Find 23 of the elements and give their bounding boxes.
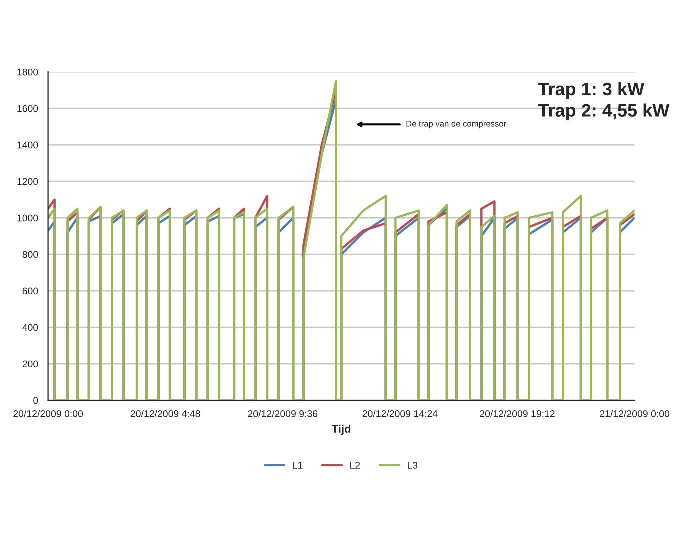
annotation: De trap van de compressor bbox=[406, 120, 506, 129]
y-tick-label: 0 bbox=[34, 397, 38, 404]
annotation: Trap 1: 3 kW bbox=[538, 82, 645, 100]
x-tick-label: 20/12/2009 9:36 bbox=[248, 410, 318, 418]
y-tick-label: 400 bbox=[22, 324, 38, 332]
x-axis-title: Tijd bbox=[332, 424, 351, 436]
annotation: Trap 2: 4,55 kW bbox=[538, 104, 670, 121]
y-tick-label: 200 bbox=[22, 360, 38, 368]
y-tick-label: 1000 bbox=[18, 214, 38, 222]
legend-label: L3 bbox=[408, 462, 418, 469]
y-tick-label: 600 bbox=[22, 288, 38, 295]
y-tick-label: 1200 bbox=[18, 178, 38, 186]
x-tick-label: 21/12/2009 0:00 bbox=[600, 410, 670, 418]
x-tick-label: 20/12/2009 19:12 bbox=[480, 410, 555, 418]
legend-label: L2 bbox=[350, 462, 360, 469]
x-tick-label: 20/12/2009 4:48 bbox=[130, 410, 200, 418]
y-tick-label: 800 bbox=[22, 251, 38, 258]
x-tick-label: 20/12/2009 0:00 bbox=[14, 410, 84, 418]
y-tick-label: 1600 bbox=[18, 105, 38, 112]
x-tick-label: 20/12/2009 14:24 bbox=[362, 410, 438, 418]
y-tick-label: 1400 bbox=[18, 142, 38, 149]
legend-label: L1 bbox=[293, 462, 303, 469]
y-tick-label: 1800 bbox=[18, 68, 38, 76]
